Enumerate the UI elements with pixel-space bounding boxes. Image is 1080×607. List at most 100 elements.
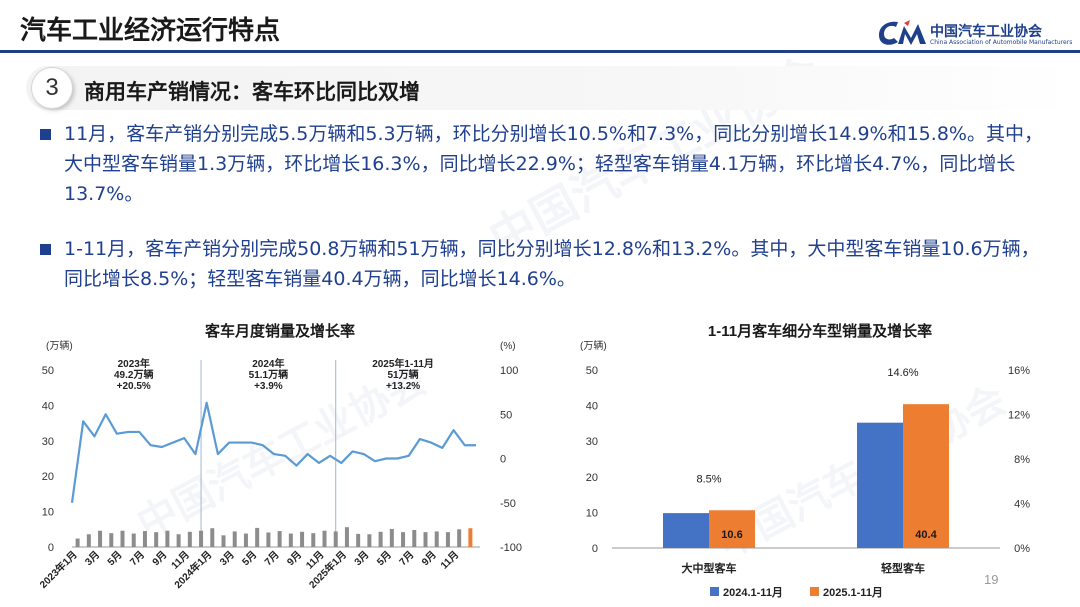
slide-title: 汽车工业经济运行特点 xyxy=(20,16,281,46)
sales-bar xyxy=(367,534,372,547)
data-label: 40.4 xyxy=(915,529,937,541)
sales-bar xyxy=(378,531,383,547)
sales-bar xyxy=(333,531,338,547)
y2-tick-label: 100 xyxy=(500,365,518,377)
y-axis-label: (万辆) xyxy=(580,339,607,352)
x-tick-label: 3月 xyxy=(352,549,371,568)
sales-bar xyxy=(210,528,215,547)
y-tick-label: 20 xyxy=(586,472,598,484)
legend-label: 2025.1-11月 xyxy=(823,586,883,599)
y-tick-label: 30 xyxy=(42,436,54,448)
sales-bar xyxy=(165,530,170,547)
bullet-year-to-date: 1-11月，客车产销分别完成50.8万辆和51万辆，同比分别增长12.8%和13… xyxy=(40,234,1050,294)
header-divider xyxy=(0,50,1080,53)
sales-bar xyxy=(277,531,282,547)
legend-swatch xyxy=(710,587,719,596)
annotation-text: 2025年1-11月 xyxy=(372,357,434,370)
y-tick-label: 20 xyxy=(42,471,54,483)
sales-bar xyxy=(423,532,428,547)
y2-tick-label: 4% xyxy=(1014,499,1030,511)
y2-tick-label: 0 xyxy=(500,454,506,466)
y-tick-label: 40 xyxy=(586,401,598,413)
sales-bar xyxy=(356,533,361,547)
sales-bar xyxy=(288,533,293,547)
x-tick-label: 9月 xyxy=(285,549,304,568)
y2-tick-label: 8% xyxy=(1014,454,1030,466)
sales-bar xyxy=(468,528,473,547)
x-tick-label: 2023年1月 xyxy=(37,548,80,591)
segment-bar xyxy=(709,510,755,548)
category-label: 大中型客车 xyxy=(682,561,737,575)
sales-bar xyxy=(389,528,394,547)
legend-label: 2024.1-11月 xyxy=(723,586,783,599)
x-tick-label: 5月 xyxy=(105,549,124,568)
y-tick-label: 30 xyxy=(586,436,598,448)
x-tick-label: 7月 xyxy=(397,549,416,568)
annotation-text: +20.5% xyxy=(117,381,151,392)
sales-bar xyxy=(344,527,349,547)
y2-axis-label: (%) xyxy=(500,341,516,352)
bullet-text: 1-11月，客车产销分别完成50.8万辆和51万辆，同比分别增长12.8%和13… xyxy=(64,238,1040,290)
sales-bar xyxy=(401,532,406,547)
category-label: 轻型客车 xyxy=(881,561,925,575)
sales-bar xyxy=(232,531,237,547)
sales-bar xyxy=(187,531,192,547)
segment-sales-chart-svg: 1-11月客车细分车型销量及增长率 (万辆) 0 10 20 30 40 50 0% 4% 8%… xyxy=(580,322,1030,599)
x-tick-label: 3月 xyxy=(83,549,102,568)
annotation-text: +13.2% xyxy=(386,381,420,392)
annotation-text: 51万辆 xyxy=(387,368,418,381)
x-tick-label: 5月 xyxy=(374,549,393,568)
sales-bar xyxy=(243,533,248,547)
y-axis-label: (万辆) xyxy=(46,339,73,352)
growth-label: 14.6% xyxy=(887,367,918,379)
y-tick-label: 50 xyxy=(586,365,598,377)
y2-tick-label: 50 xyxy=(500,409,512,421)
sales-bar xyxy=(255,527,260,547)
section-band xyxy=(26,66,1080,110)
sales-bar xyxy=(300,531,305,547)
y-tick-label: 10 xyxy=(586,507,598,519)
association-logo: 中国汽车工业协会 China Association of Automobile… xyxy=(874,18,1074,52)
cm-logo-icon xyxy=(878,20,926,45)
y-tick-label: 40 xyxy=(42,400,54,412)
page-number: 19 xyxy=(984,572,999,587)
chart-title: 1-11月客车细分车型销量及增长率 xyxy=(708,322,932,340)
y2-tick-label: 16% xyxy=(1008,365,1030,377)
x-tick-label: 9月 xyxy=(419,549,438,568)
annotation-text: 49.2万辆 xyxy=(114,368,153,381)
sales-bar xyxy=(434,531,439,547)
chart-title: 客车月度销量及增长率 xyxy=(204,322,355,340)
segment-bar xyxy=(857,422,903,548)
x-tick-label: 9月 xyxy=(150,549,169,568)
monthly-sales-chart-svg: 客车月度销量及增长率 (万辆) (%) 0 10 20 30 40 50 -100 -50 0 5… xyxy=(37,322,522,591)
growth-line xyxy=(70,401,476,503)
sales-bar xyxy=(311,533,316,547)
legend-swatch xyxy=(810,587,819,596)
sales-bar xyxy=(266,532,271,547)
x-tick-label: 11月 xyxy=(438,549,461,572)
segment-sales-chart: 1-11月客车细分车型销量及增长率 (万辆) 0 10 20 30 40 50 0% 4% 8%… xyxy=(560,312,1080,604)
annotation-text: 51.1万辆 xyxy=(249,368,288,381)
monthly-sales-chart: 客车月度销量及增长率 (万辆) (%) 0 10 20 30 40 50 -100 -50 0 5… xyxy=(30,312,530,604)
sales-bar xyxy=(322,530,327,547)
y2-tick-label: 0% xyxy=(1014,543,1030,555)
logo-english-name: China Association of Automobile Manufact… xyxy=(930,39,1073,46)
bullet-text: 11月，客车产销分别完成5.5万辆和5.3万辆，环比分别增长10.5%和7.3%… xyxy=(64,123,1043,205)
y-tick-label: 0 xyxy=(592,543,598,555)
sales-bar xyxy=(131,533,136,547)
x-tick-label: 3月 xyxy=(217,549,236,568)
sales-bar xyxy=(109,533,114,547)
sales-bar xyxy=(75,538,80,547)
sales-bar xyxy=(120,530,125,547)
annotation-text: 2024年 xyxy=(252,357,284,370)
x-tick-label: 7月 xyxy=(262,549,281,568)
annotation-text: +3.9% xyxy=(254,381,283,392)
data-label: 10.6 xyxy=(721,529,742,541)
sales-bar xyxy=(154,532,159,547)
y-tick-label: 10 xyxy=(42,507,54,519)
segment-bar xyxy=(663,513,709,548)
bullet-square-icon xyxy=(40,244,51,255)
sales-bar xyxy=(176,534,181,547)
sales-bar xyxy=(412,530,417,547)
bullet-november: 11月，客车产销分别完成5.5万辆和5.3万辆，环比分别增长10.5%和7.3%… xyxy=(40,119,1050,209)
